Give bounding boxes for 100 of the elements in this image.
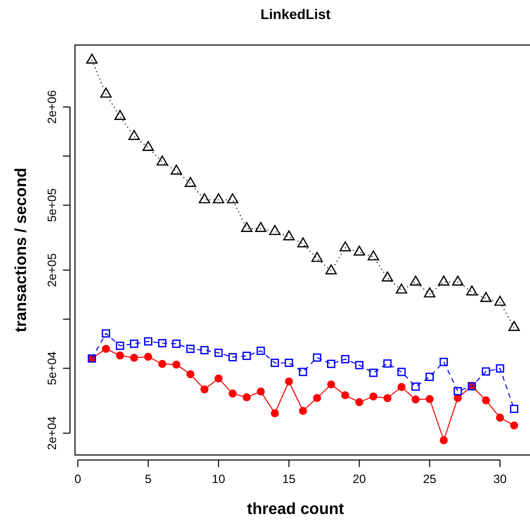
x-axis-title: thread count <box>247 501 345 518</box>
point <box>144 337 152 346</box>
point <box>311 252 323 262</box>
point <box>198 193 210 204</box>
point <box>510 404 518 414</box>
point <box>438 276 450 286</box>
point <box>466 285 478 296</box>
point <box>426 395 434 404</box>
point <box>440 358 448 366</box>
x-tick-label: 20 <box>352 472 366 486</box>
point <box>383 359 392 368</box>
point <box>130 354 138 362</box>
x-tick-label: 0 <box>74 472 82 486</box>
point <box>270 358 279 367</box>
point <box>412 395 420 404</box>
point <box>102 329 110 338</box>
point <box>228 353 237 362</box>
point <box>242 352 251 360</box>
x-tick-label: 30 <box>493 472 508 486</box>
point <box>170 164 182 175</box>
point <box>284 358 294 367</box>
point <box>341 391 350 400</box>
point <box>158 339 166 348</box>
point <box>269 224 281 236</box>
point <box>410 276 422 286</box>
point <box>212 193 224 204</box>
point <box>128 130 140 140</box>
point <box>144 352 152 361</box>
point <box>298 368 308 376</box>
point <box>426 372 434 382</box>
point <box>102 344 110 353</box>
point <box>186 344 195 353</box>
y-tick-label: 2e+05 <box>45 252 59 287</box>
point <box>200 385 208 394</box>
y-tick-label: 5e+04 <box>45 351 59 386</box>
y-axis-title: transactions / second <box>13 168 30 332</box>
point <box>214 348 223 357</box>
point <box>299 406 307 415</box>
point <box>100 88 112 98</box>
point <box>397 368 406 376</box>
point <box>482 367 490 376</box>
point <box>172 360 180 369</box>
point <box>312 353 322 362</box>
y-tick-label: 2e+04 <box>45 416 59 450</box>
point <box>228 390 237 398</box>
point <box>156 156 168 166</box>
y-tick-label: 5e+05 <box>45 188 59 222</box>
point <box>114 110 126 120</box>
point <box>327 380 336 388</box>
point <box>452 276 464 286</box>
point <box>368 250 380 260</box>
point <box>130 340 138 348</box>
point <box>142 140 154 151</box>
point <box>496 414 504 422</box>
point <box>241 222 252 232</box>
point <box>354 246 365 256</box>
x-tick-label: 5 <box>144 472 152 486</box>
point <box>482 396 490 404</box>
point <box>340 241 351 252</box>
point <box>297 237 309 248</box>
point <box>411 382 420 391</box>
point <box>256 346 265 355</box>
point <box>86 54 98 64</box>
point <box>480 292 492 302</box>
y-tick-label: 2e+06 <box>45 90 59 124</box>
point <box>172 340 180 348</box>
point <box>270 409 279 418</box>
point <box>369 392 378 400</box>
point <box>355 360 364 370</box>
point <box>116 351 124 360</box>
point <box>341 354 350 364</box>
point <box>325 264 337 274</box>
point <box>494 296 506 306</box>
point <box>200 346 209 354</box>
point <box>116 342 124 350</box>
point <box>214 374 223 382</box>
point <box>355 398 364 406</box>
point <box>313 394 322 402</box>
x-tick-label: 25 <box>422 472 437 486</box>
x-tick-label: 15 <box>282 472 296 486</box>
point <box>510 421 518 430</box>
point <box>158 360 166 368</box>
point <box>440 436 448 444</box>
x-tick-label: 10 <box>212 472 226 486</box>
point <box>283 230 295 240</box>
point <box>226 193 238 204</box>
point <box>454 387 462 396</box>
point <box>284 377 293 386</box>
point <box>256 388 265 396</box>
point <box>383 394 392 402</box>
point <box>382 271 394 282</box>
point <box>186 370 194 378</box>
point <box>255 222 266 232</box>
point <box>496 364 504 373</box>
point <box>398 382 406 391</box>
point <box>327 360 336 368</box>
point <box>184 176 196 187</box>
point <box>508 320 520 331</box>
point <box>396 284 408 294</box>
point <box>369 368 378 377</box>
